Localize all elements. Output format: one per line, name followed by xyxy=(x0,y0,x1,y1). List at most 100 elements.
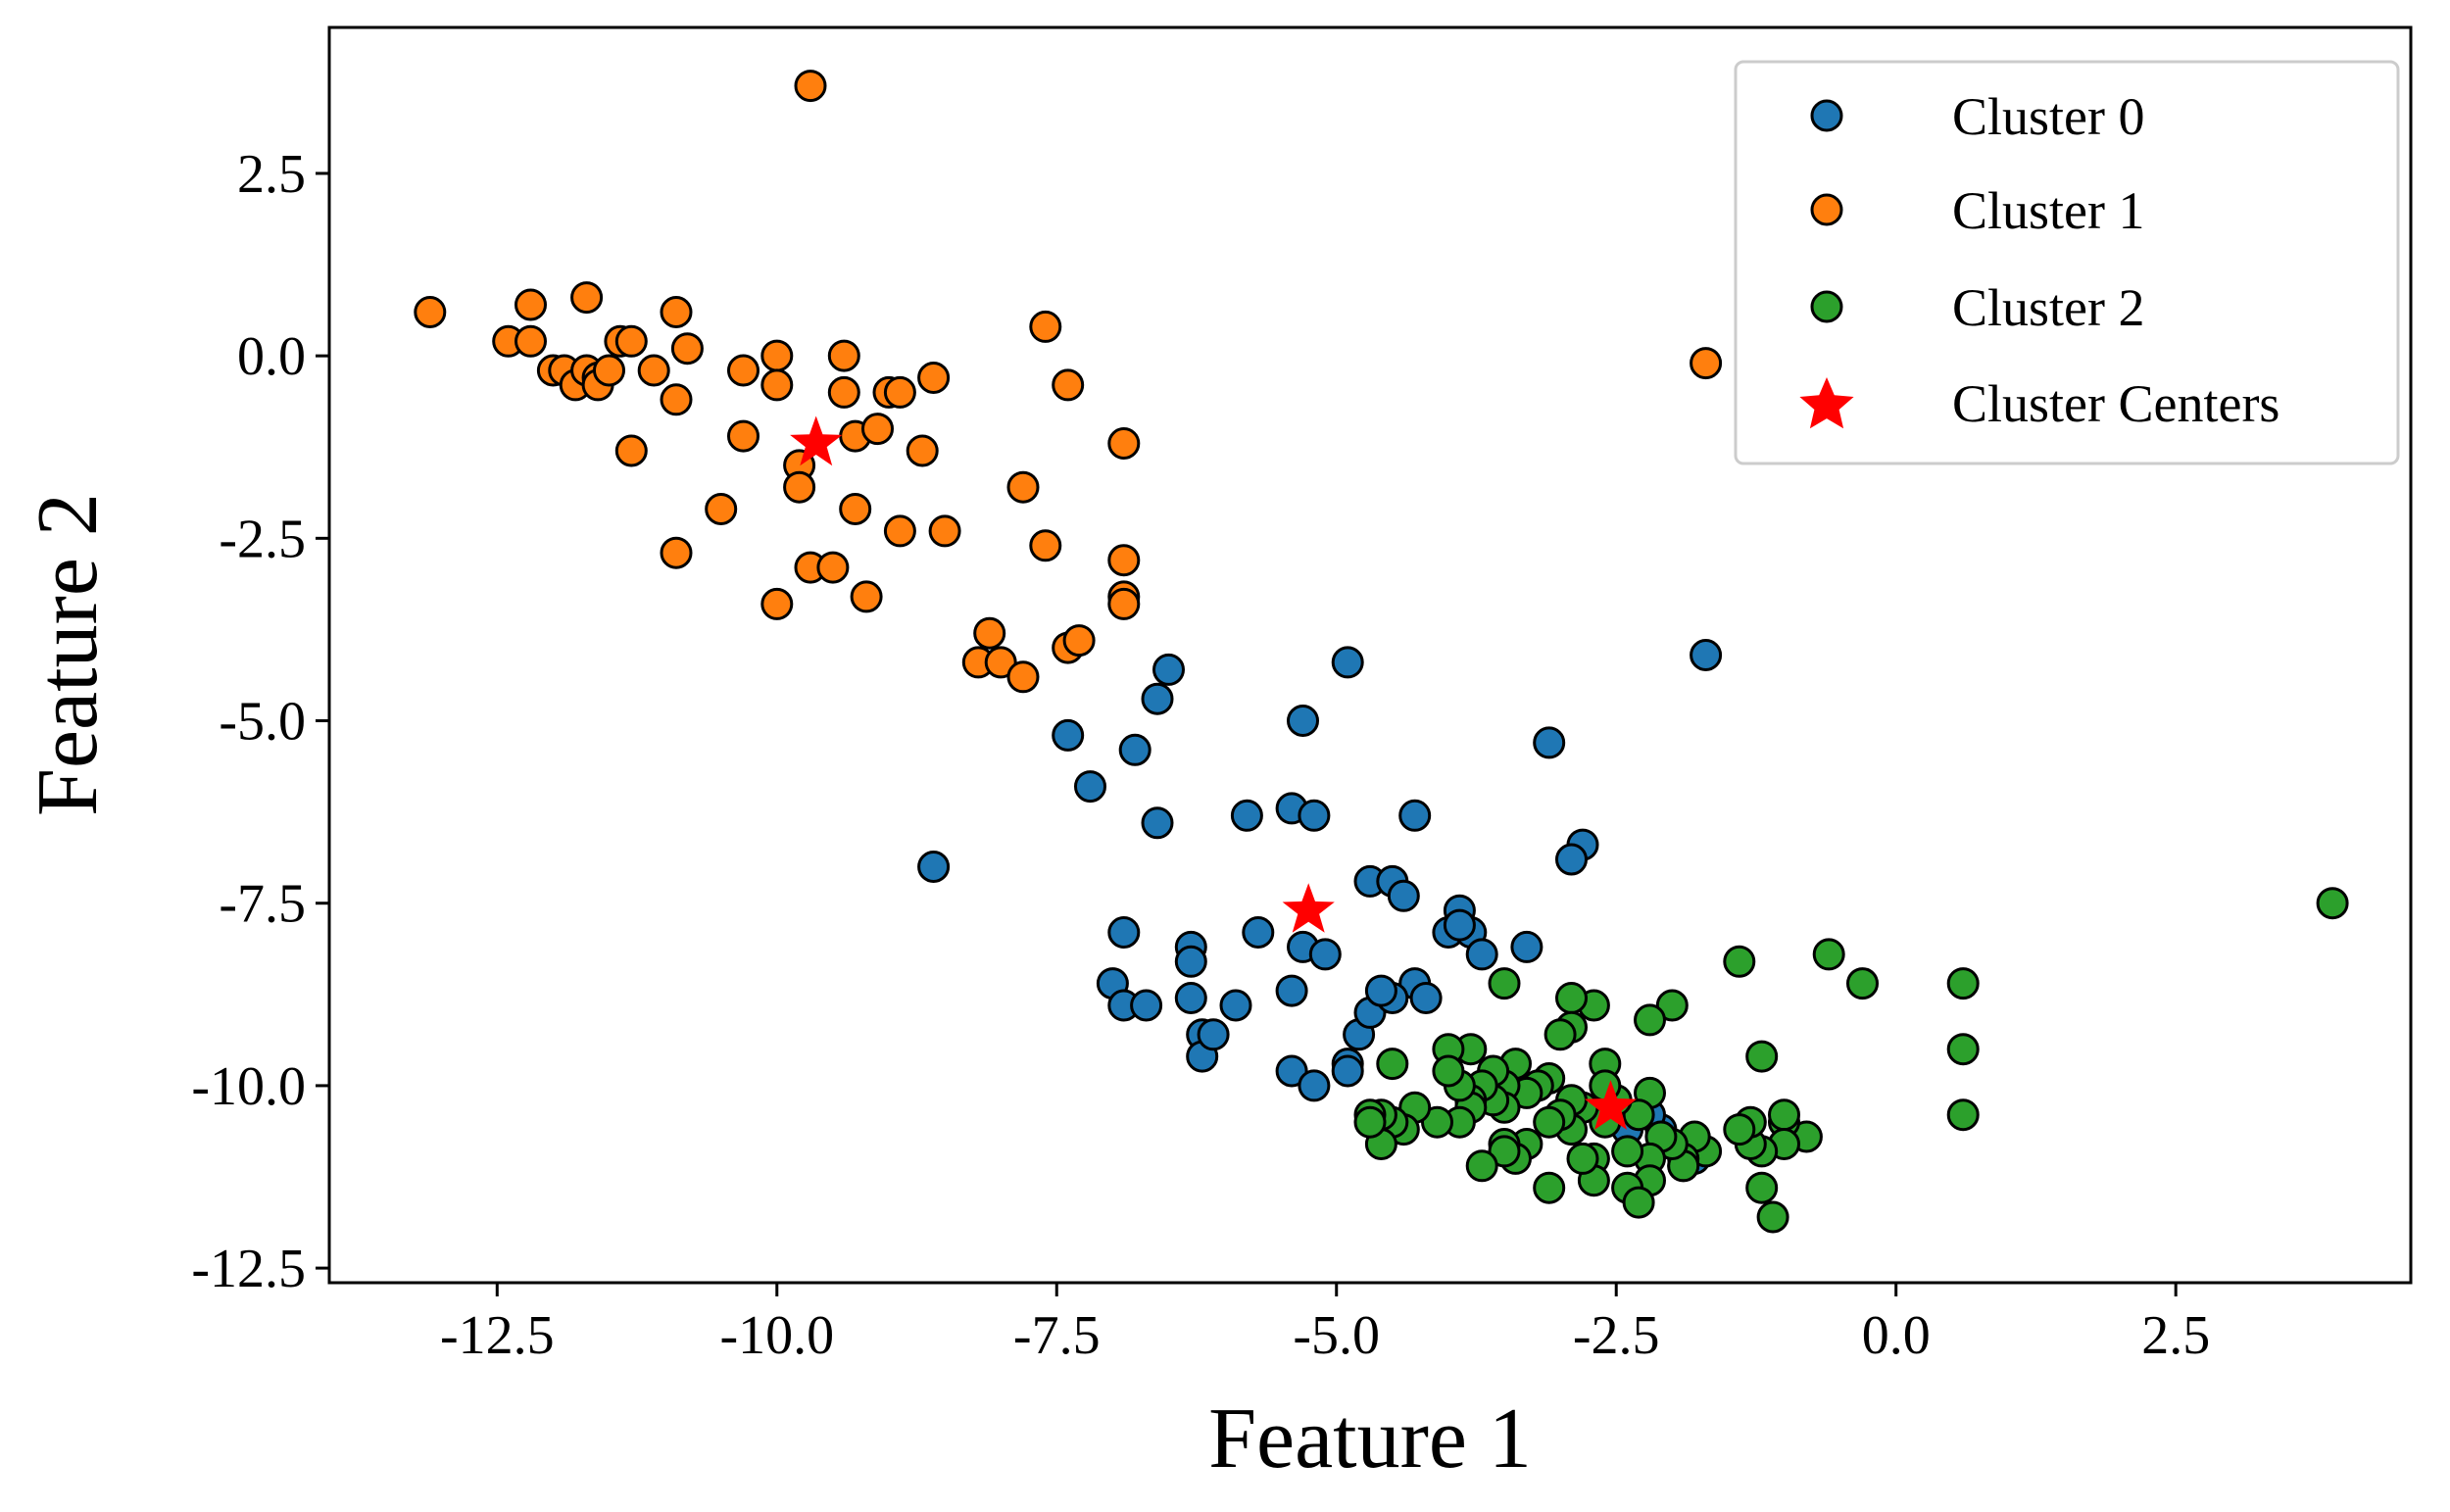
cluster-2-point xyxy=(1745,1040,1779,1073)
cluster-1-point xyxy=(794,70,827,103)
cluster-2-point xyxy=(1634,1003,1666,1037)
y-tick-label: -5.0 xyxy=(219,692,306,753)
cluster-2-point xyxy=(1723,945,1756,978)
y-tick-label: -10.0 xyxy=(191,1056,306,1117)
cluster-0-point xyxy=(1074,770,1106,804)
cluster-2-point xyxy=(1353,1105,1387,1139)
cluster-0-point xyxy=(1141,682,1174,715)
cluster-0-point xyxy=(1331,1054,1364,1088)
cluster-2-point xyxy=(1622,1098,1655,1132)
x-axis-label: Feature 1 xyxy=(1208,1391,1532,1487)
cluster-0-point xyxy=(1331,646,1364,679)
cluster-1-point xyxy=(1029,529,1062,562)
cluster-0-point xyxy=(1465,938,1498,971)
cluster-2-point xyxy=(1421,1105,1453,1139)
cluster-0-point xyxy=(1197,1018,1230,1051)
y-tick-label: -7.5 xyxy=(219,874,306,935)
cluster-1-point xyxy=(928,514,961,548)
cluster-1-point xyxy=(783,470,816,504)
cluster-1-point xyxy=(1006,470,1040,504)
legend: Cluster 0 Cluster 1 Cluster 2 Cluster Ce… xyxy=(1734,60,2400,465)
cluster-1-point xyxy=(760,368,794,402)
x-tick-label: -7.5 xyxy=(1013,1305,1101,1366)
cluster-1-point xyxy=(637,354,670,387)
cluster-1-point xyxy=(1690,347,1723,380)
cluster-1-point xyxy=(917,362,951,394)
plot-marks xyxy=(414,70,2349,1234)
legend-label-cluster-2: Cluster 2 xyxy=(1952,278,2145,337)
cluster-2-point xyxy=(1756,1200,1789,1234)
cluster-2-point xyxy=(1611,1135,1644,1168)
cluster-1-point xyxy=(514,288,547,321)
cluster-1-point xyxy=(883,514,916,548)
cluster-1-point xyxy=(705,493,738,525)
cluster-1-point xyxy=(1107,544,1141,577)
cluster-0-point xyxy=(1298,799,1331,832)
cluster-1-point xyxy=(514,324,547,358)
y-tick-label: 2.5 xyxy=(237,144,306,205)
cluster-0-point xyxy=(1242,916,1275,949)
cluster-2-point xyxy=(1622,1186,1655,1219)
cluster-2-point xyxy=(1555,982,1588,1014)
cluster-1-point xyxy=(614,434,648,467)
cluster-1-point xyxy=(816,551,850,584)
axes: -12.5 -10.0 -7.5 -5.0 -2.5 0.0 2.5 2.5 0.0 -2.5 -5… xyxy=(191,144,2210,1366)
cluster-0-point xyxy=(1230,799,1263,832)
cluster-1-point xyxy=(1006,660,1040,694)
cluster-2-point xyxy=(1768,1098,1800,1132)
cluster-0-point xyxy=(1533,726,1566,759)
legend-label-cluster-0: Cluster 0 xyxy=(1952,87,2145,146)
cluster-2-point xyxy=(1723,1113,1756,1146)
cluster-1-point xyxy=(570,281,604,315)
cluster-2-point xyxy=(1566,1142,1599,1175)
cluster-1-point xyxy=(727,419,760,453)
cluster-1-point xyxy=(861,413,894,446)
cluster-1-point xyxy=(973,616,1006,650)
cluster-2-point xyxy=(2316,887,2349,920)
cluster-1-point xyxy=(1107,427,1141,460)
cluster-center-star xyxy=(1584,1080,1638,1130)
cluster-0-point xyxy=(1275,1054,1308,1088)
cluster-0-point xyxy=(1364,974,1397,1007)
cluster-1-point xyxy=(760,339,794,372)
cluster-0-point xyxy=(1107,916,1141,949)
cluster-1-point xyxy=(1029,310,1062,343)
cluster-2-point xyxy=(1946,967,1980,1000)
cluster-1-point xyxy=(727,354,760,387)
cluster-0-point xyxy=(1387,879,1420,912)
cluster-2-point xyxy=(1846,967,1879,1000)
cluster-1-point xyxy=(906,434,939,467)
cluster-1-point xyxy=(660,536,693,569)
cluster-2-point xyxy=(1655,989,1689,1022)
cluster-1-point xyxy=(660,383,693,416)
cluster-1-point xyxy=(984,646,1017,679)
legend-marker-cluster-2 xyxy=(1810,290,1843,323)
cluster-2-point xyxy=(1812,938,1845,971)
x-tick-label: -10.0 xyxy=(719,1305,834,1366)
cluster-0-point xyxy=(1398,799,1432,832)
cluster-2-point xyxy=(1544,1018,1577,1051)
cluster-0-point xyxy=(1174,982,1207,1014)
cluster-2-point xyxy=(1432,1054,1465,1088)
cluster-0-point xyxy=(1443,908,1476,942)
cluster-0-point xyxy=(1275,974,1308,1007)
x-tick-label: -2.5 xyxy=(1573,1305,1660,1366)
plot-frame xyxy=(327,25,2413,1285)
legend-marker-cluster-1 xyxy=(1810,193,1843,226)
cluster-2-point xyxy=(1488,967,1521,1000)
cluster-0-point xyxy=(1690,639,1723,671)
y-tick-label: 0.0 xyxy=(237,326,306,387)
cluster-1-point xyxy=(760,587,794,620)
cluster-2-point xyxy=(1465,1149,1498,1183)
legend-label-cluster-centers: Cluster Centers xyxy=(1952,374,2279,433)
cluster-2-point xyxy=(1376,1048,1409,1081)
cluster-1-point xyxy=(850,580,883,613)
cluster-1-point xyxy=(827,339,860,372)
x-tick-label: -12.5 xyxy=(440,1305,555,1366)
y-tick-label: -12.5 xyxy=(191,1239,306,1299)
cluster-1-point xyxy=(1062,624,1096,658)
cluster-0-point xyxy=(1141,806,1174,840)
cluster-0-point xyxy=(1510,930,1544,963)
cluster-0-point xyxy=(1130,989,1163,1022)
